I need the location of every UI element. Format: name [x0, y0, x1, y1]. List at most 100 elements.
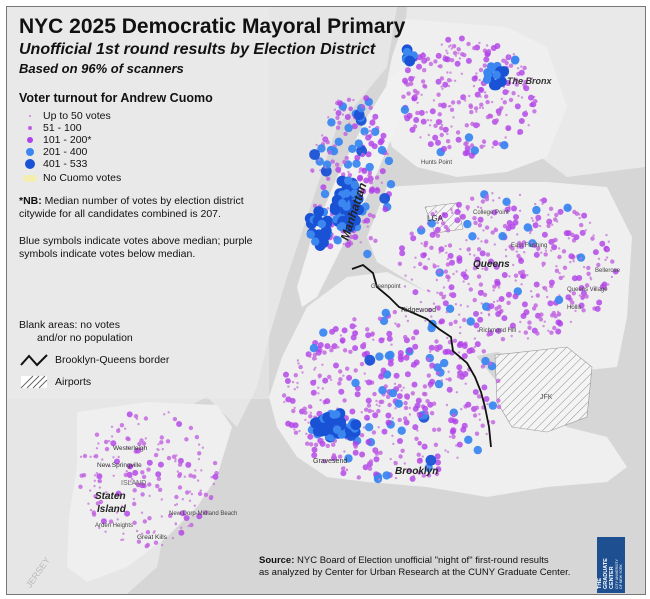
district-dot [183, 475, 186, 478]
district-dot [329, 204, 341, 216]
district-dot [538, 317, 544, 322]
district-dot [425, 454, 437, 466]
district-dot [482, 75, 492, 84]
district-dot [532, 222, 539, 229]
district-dot [419, 225, 424, 230]
district-dot [384, 351, 394, 360]
district-dot [453, 319, 458, 324]
district-dot [602, 285, 607, 291]
district-dot [311, 452, 318, 459]
district-dot [439, 132, 444, 138]
symbols-note: Blue symbols indicate votes above median… [19, 235, 253, 260]
district-dot [98, 526, 101, 530]
label-richmond-hill: Richmond Hill [479, 328, 516, 334]
district-dot [344, 155, 349, 161]
district-dot [435, 371, 440, 376]
district-dot [363, 372, 366, 375]
district-dot [342, 189, 351, 198]
district-dot [568, 253, 575, 260]
district-dot [287, 385, 290, 388]
district-dot [610, 259, 615, 264]
label-island: Island [97, 504, 127, 515]
district-dot [356, 475, 361, 480]
district-dot [403, 334, 408, 340]
district-dot [386, 180, 396, 189]
district-dot [174, 494, 179, 500]
district-dot [367, 408, 372, 414]
district-dot [468, 152, 475, 159]
district-dot [465, 425, 469, 428]
district-dot [547, 329, 550, 332]
district-dot [293, 430, 299, 435]
district-dot [332, 425, 342, 434]
district-dot [514, 279, 517, 282]
district-dot [519, 244, 522, 247]
district-dot [569, 260, 572, 264]
district-dot [555, 265, 558, 268]
district-dot [350, 334, 357, 341]
district-dot [140, 511, 144, 514]
district-dot [406, 112, 413, 119]
district-dot [473, 337, 477, 340]
district-dot [434, 379, 444, 389]
label-brooklyn: Brooklyn [395, 466, 438, 477]
label-queens: Queens [473, 259, 510, 270]
district-dot [429, 231, 436, 238]
label-westerleigh: Westerleigh [113, 445, 148, 452]
district-dot [79, 455, 83, 458]
district-dot [530, 217, 534, 220]
district-dot [419, 309, 422, 313]
district-dot [527, 320, 532, 325]
district-dot [329, 348, 334, 353]
district-dot [95, 501, 101, 506]
district-dot [445, 304, 455, 313]
district-dot [203, 492, 209, 497]
district-dot [438, 119, 443, 124]
district-dot [436, 92, 441, 97]
district-dot [135, 529, 139, 533]
district-dot [197, 443, 201, 446]
district-dot [403, 285, 407, 288]
district-dot [479, 102, 484, 107]
district-dot [448, 321, 453, 327]
district-dot [441, 295, 446, 300]
district-dot [385, 419, 392, 426]
district-dot [543, 252, 548, 257]
district-dot [578, 285, 585, 291]
district-dot [288, 422, 295, 429]
district-dot [304, 418, 307, 422]
district-dot [177, 457, 184, 464]
district-dot [504, 136, 507, 139]
jfk-airport-area [494, 346, 593, 433]
district-dot [338, 369, 343, 374]
district-dot [440, 85, 443, 88]
district-dot [488, 401, 498, 410]
district-dot [496, 398, 501, 403]
district-dot [403, 462, 406, 465]
district-dot [481, 139, 487, 144]
district-dot [420, 93, 423, 97]
district-dot [581, 308, 586, 313]
district-dot [533, 303, 538, 308]
district-dot [184, 437, 189, 442]
district-dot [147, 482, 152, 487]
district-dot [196, 513, 203, 520]
district-dot [349, 234, 354, 240]
district-dot [403, 405, 409, 411]
district-dot [504, 206, 511, 213]
district-dot [441, 221, 446, 226]
district-dot [190, 492, 194, 496]
district-dot [163, 413, 166, 416]
label-east-flushing: East Flushing [511, 243, 547, 249]
district-dot [353, 444, 358, 449]
label-new-dorp: New Dorp-Midland Beach [169, 511, 237, 517]
district-dot [131, 477, 134, 481]
district-dot [342, 398, 347, 403]
district-dot [333, 362, 339, 369]
district-dot [365, 162, 374, 172]
district-dot [82, 453, 88, 459]
district-dot [141, 447, 144, 450]
district-dot [394, 399, 403, 408]
district-dot [183, 515, 190, 521]
district-dot [174, 458, 177, 461]
